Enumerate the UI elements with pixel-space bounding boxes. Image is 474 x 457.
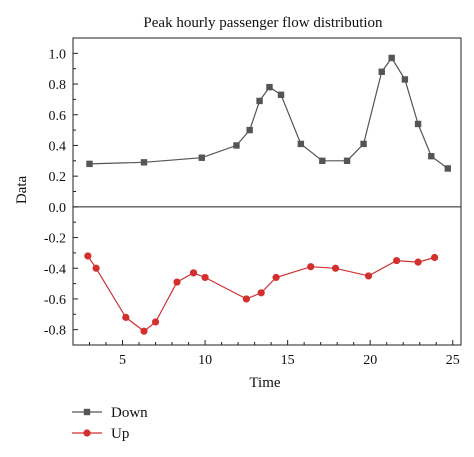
legend-label-up: Up — [111, 426, 129, 442]
y-tick-label: 0.8 — [49, 78, 67, 93]
legend-marker-up — [83, 429, 91, 437]
data-point-down — [428, 152, 435, 160]
data-point-down — [414, 120, 422, 128]
data-point-up — [173, 278, 181, 286]
data-point-up — [430, 253, 439, 262]
data-point-up — [272, 273, 280, 282]
x-tick-label: 20 — [363, 353, 377, 368]
data-point-up — [122, 313, 130, 321]
data-point-down — [388, 54, 395, 62]
data-point-up — [364, 272, 373, 280]
data-point-down — [444, 165, 451, 172]
data-point-down — [233, 142, 240, 149]
legend-label-down: Down — [111, 405, 148, 421]
y-tick-label: -0.2 — [44, 232, 66, 247]
y-tick-label: -0.8 — [44, 324, 66, 339]
y-tick-label: -0.4 — [44, 262, 66, 277]
data-point-up — [92, 264, 100, 272]
axes: -0.8 -0.6 -0.4 -0.2 0.0 0.2 0.4 0.6 0.8 1.0 5 10 15 2… — [44, 47, 460, 368]
data-point-down — [140, 159, 148, 166]
data-point-up — [189, 269, 198, 277]
data-point-down — [297, 140, 305, 148]
data-point-down — [277, 91, 285, 98]
y-tick-label: 0.6 — [49, 109, 67, 124]
data-point-up — [331, 264, 340, 272]
data-point-up — [242, 295, 250, 303]
data-point-up — [414, 258, 422, 266]
x-tick-label: 25 — [446, 353, 460, 368]
data-point-down — [378, 68, 385, 75]
data-point-up — [140, 327, 148, 335]
y-tick-label: 0.4 — [49, 139, 67, 154]
data-point-down — [198, 154, 205, 161]
data-point-down — [86, 160, 93, 168]
data-point-down — [256, 97, 263, 105]
data-point-up — [393, 256, 401, 265]
x-tick-label: 10 — [198, 353, 212, 368]
x-tick-label: 15 — [281, 353, 295, 368]
y-axis-label: Data — [14, 176, 30, 205]
x-axis-label: Time — [249, 375, 280, 391]
y-tick-label: -0.6 — [44, 293, 66, 308]
series-line-down — [89, 56, 449, 169]
y-tick-label: 0.0 — [49, 201, 67, 216]
data-point-down — [319, 157, 326, 164]
data-point-down — [360, 140, 367, 148]
data-point-down — [266, 83, 273, 91]
data-point-down — [401, 76, 409, 83]
legend-marker-down — [83, 408, 91, 416]
series-layer — [84, 54, 451, 335]
data-point-down — [246, 126, 253, 134]
x-tick-label: 5 — [119, 353, 126, 368]
data-point-down — [343, 157, 351, 164]
data-point-up — [151, 318, 160, 326]
chart-title: Peak hourly passenger flow distribution — [143, 15, 383, 31]
y-tick-label: 1.0 — [49, 47, 67, 62]
data-point-up — [84, 252, 92, 260]
legend: Down Up — [72, 405, 148, 442]
data-point-up — [257, 289, 265, 297]
data-point-up — [201, 273, 209, 282]
data-point-up — [307, 263, 315, 271]
y-tick-label: 0.2 — [49, 170, 67, 185]
